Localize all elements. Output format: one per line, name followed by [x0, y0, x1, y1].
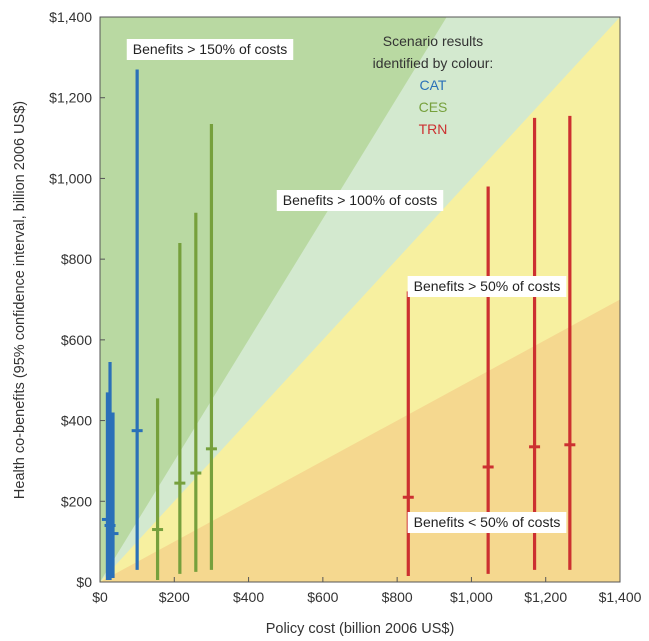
x-tick-label: $400: [233, 589, 264, 605]
legend: Scenario results identified by colour: C…: [373, 33, 494, 137]
region-label-box: [407, 512, 567, 533]
x-tick-label: $0: [92, 589, 108, 605]
y-tick-label: $800: [61, 251, 92, 267]
region-label-box: [126, 39, 294, 60]
y-tick-label: $0: [76, 574, 92, 590]
legend-title-line2: identified by colour:: [373, 55, 494, 71]
x-tick-label: $800: [382, 589, 413, 605]
error-bar-cat: [131, 69, 143, 570]
legend-entry-trn: TRN: [419, 121, 448, 137]
y-tick-label: $1,400: [49, 9, 92, 25]
region-label-box: [276, 190, 444, 211]
y-tick-label: $200: [61, 493, 92, 509]
error-bar-ces: [205, 123, 217, 570]
plot-frame: [99, 16, 621, 583]
benefit-regions: [100, 17, 620, 582]
error-bar-ces: [152, 398, 164, 580]
x-axis-title: Policy cost (billion 2006 US$): [266, 621, 455, 637]
x-tick-label: $1,200: [524, 589, 567, 605]
region-labels: Benefits > 150% of costs Benefits > 100% …: [126, 39, 567, 533]
region-benefits-150-of-costs: [100, 17, 447, 582]
region-label-benefits-100-of-costs: Benefits > 100% of costs: [276, 190, 444, 211]
y-axis-title: Health co-benefits (95% confidence inter…: [12, 101, 28, 499]
y-tick-label: $1,000: [49, 170, 92, 186]
y-tick-label: $400: [61, 413, 92, 429]
legend-entry-ces: CES: [419, 99, 448, 115]
error-bar-trn: [482, 186, 494, 574]
region-label-text: Benefits > 100% of costs: [283, 192, 437, 208]
x-tick-label: $1,400: [599, 589, 642, 605]
error-bar-cat: [107, 412, 119, 578]
legend-title-line1: Scenario results: [383, 33, 483, 49]
y-tick-label: $600: [61, 332, 92, 348]
error-bar-trn: [529, 117, 541, 570]
x-tick-label: $200: [159, 589, 190, 605]
error-bar-ces: [190, 212, 202, 572]
region-label-benefits-50-of-costs: Benefits > 50% of costs: [407, 276, 567, 297]
y-tick-label: $1,200: [49, 90, 92, 106]
region-label-text: Benefits < 50% of costs: [414, 514, 561, 530]
region-label-benefits-150-of-costs: Benefits > 150% of costs: [126, 39, 294, 60]
x-tick-label: $600: [307, 589, 338, 605]
region-label-benefits-50-of-costs: Benefits < 50% of costs: [407, 512, 567, 533]
axes: $0 $200 $400 $600 $800 $1,000 $1,200 $1,400 $0 $2…: [49, 9, 641, 605]
error-bar-trn: [564, 115, 576, 570]
error-bar-ces: [174, 243, 186, 574]
legend-entry-cat: CAT: [420, 77, 447, 93]
region-label-text: Benefits > 150% of costs: [133, 41, 287, 57]
x-tick-label: $1,000: [450, 589, 493, 605]
region-label-text: Benefits > 50% of costs: [414, 278, 561, 294]
region-label-box: [407, 276, 567, 297]
